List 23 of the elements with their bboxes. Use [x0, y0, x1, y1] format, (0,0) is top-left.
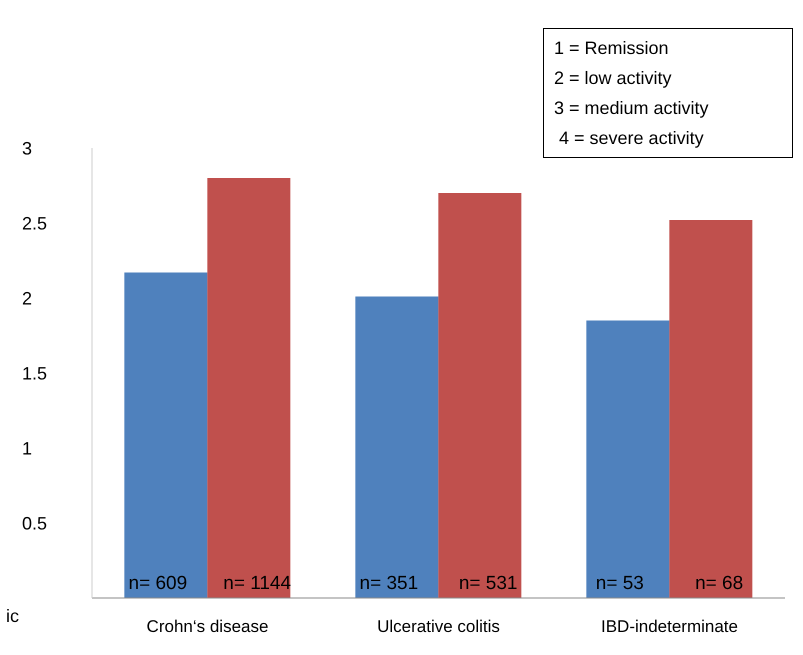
- bar: [586, 320, 670, 598]
- y-tick-label: 1: [22, 438, 32, 458]
- y-tick-label: 2: [22, 288, 32, 308]
- annotation: n= 609: [128, 573, 188, 595]
- annotation: n= 351: [358, 573, 420, 595]
- annotation: n= 531: [458, 573, 518, 595]
- x-tick-label: IBD-indeterminate: [600, 617, 738, 636]
- bar: [669, 220, 752, 598]
- bar: [207, 178, 290, 598]
- annotation: n= 53: [594, 573, 645, 595]
- x-tick-label: Crohn‘s disease: [146, 617, 268, 636]
- annotation: n= 1144: [222, 573, 292, 595]
- bar: [355, 296, 438, 598]
- bar: [124, 272, 208, 598]
- x-tick-label: Ulcerative colitis: [377, 617, 500, 636]
- y-tick-label: 0.5: [22, 513, 48, 534]
- y-tick-label: 3: [22, 138, 32, 158]
- text: ic: [6, 606, 19, 627]
- y-tick-label: 1.5: [22, 363, 48, 384]
- annotation: n= 68: [694, 573, 744, 595]
- bar: [438, 193, 522, 598]
- key-box: 1 = Remission 2 = low activity 3 = medium activity 4 = severe activity: [543, 28, 793, 158]
- y-tick-label: 2.5: [22, 213, 48, 234]
